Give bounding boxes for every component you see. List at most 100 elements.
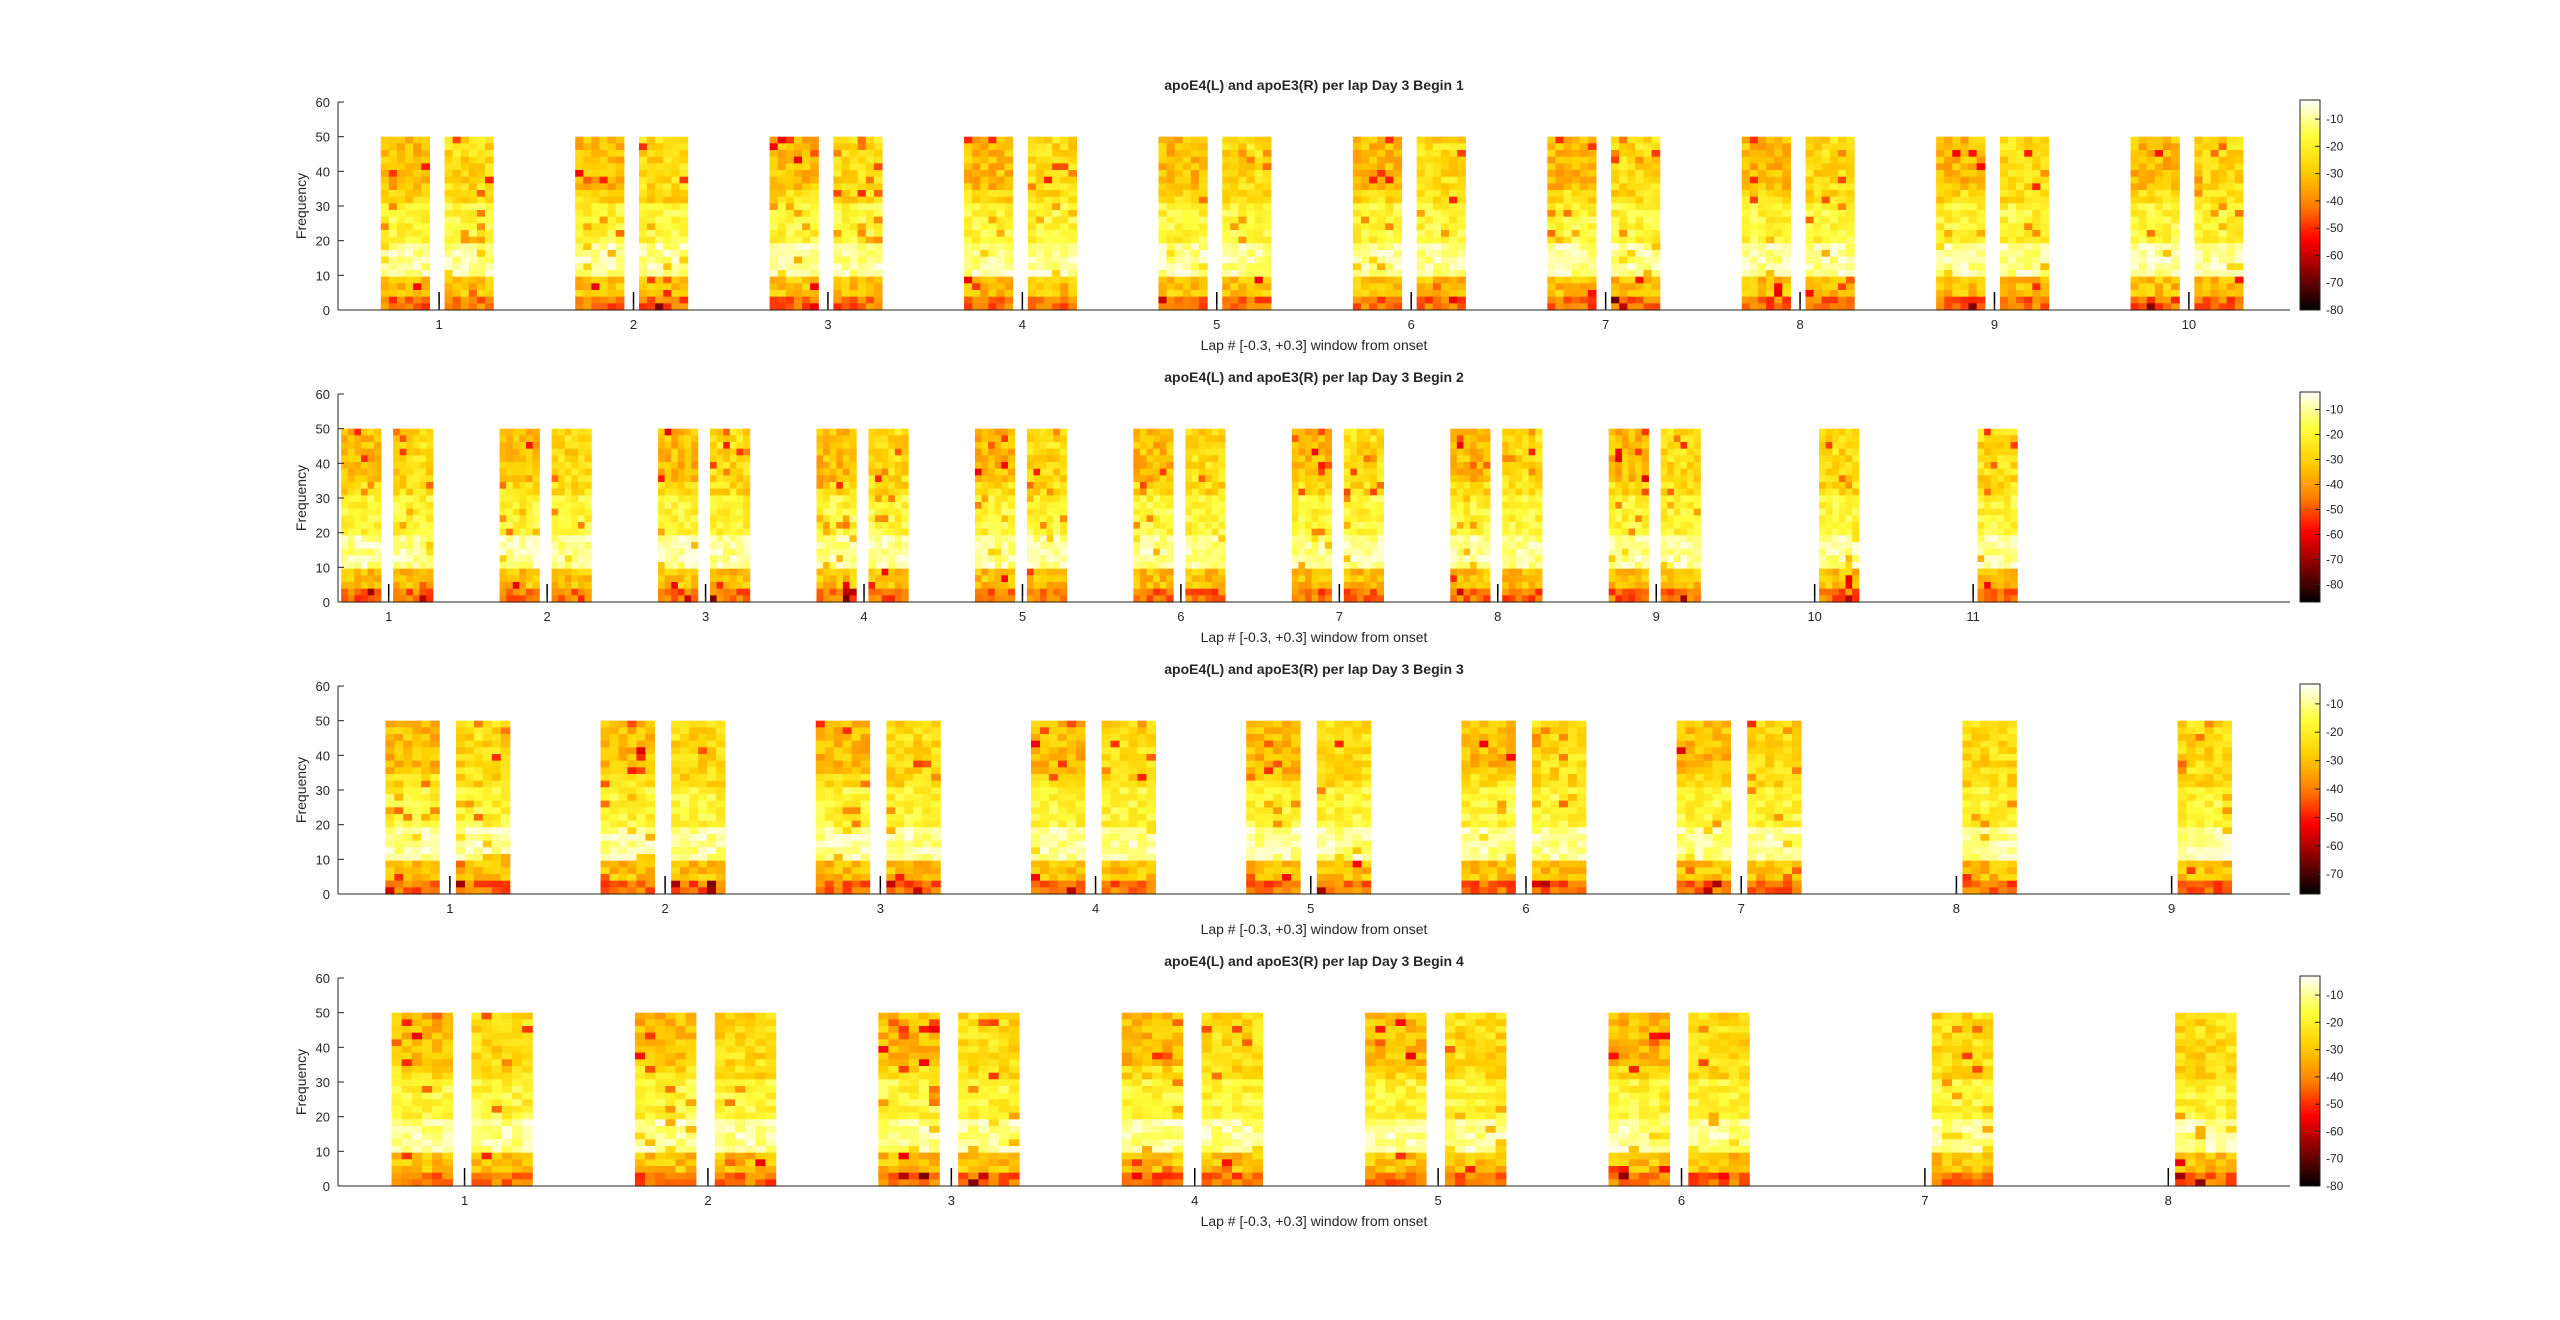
heatmap-cell xyxy=(1060,197,1069,204)
heatmap-cell xyxy=(836,582,843,589)
heatmap-cell xyxy=(778,183,787,190)
heatmap-cell xyxy=(2227,237,2236,244)
heatmap-cell xyxy=(874,283,883,290)
heatmap-cell xyxy=(421,157,430,164)
heatmap-cell xyxy=(1199,455,1206,462)
heatmap-cell xyxy=(1969,203,1978,210)
heatmap-cell xyxy=(794,277,803,284)
heatmap-cell xyxy=(1183,237,1192,244)
heatmap-cell xyxy=(665,435,672,442)
heatmap-cell xyxy=(552,435,559,442)
heatmap-cell xyxy=(665,475,672,482)
heatmap-cell xyxy=(405,297,414,304)
heatmap-cell xyxy=(888,575,895,582)
heatmap-cell xyxy=(1572,217,1581,224)
heatmap-cell xyxy=(426,509,433,516)
heatmap-cell xyxy=(1774,270,1783,277)
heatmap-cell xyxy=(770,150,779,157)
heatmap-cell xyxy=(895,469,902,476)
heatmap-cell xyxy=(405,190,414,197)
heatmap-cell xyxy=(1183,170,1192,177)
heatmap-cell xyxy=(982,482,989,489)
heatmap-cell xyxy=(558,475,565,482)
heatmap-cell xyxy=(600,197,609,204)
heatmap-cell xyxy=(2024,277,2033,284)
heatmap-cell xyxy=(850,290,859,297)
heatmap-cell xyxy=(1742,257,1751,264)
heatmap-cell xyxy=(1166,529,1173,536)
heatmap-cell xyxy=(2227,163,2236,170)
heatmap-cell xyxy=(658,435,665,442)
heatmap-cell xyxy=(500,489,507,496)
heatmap-cell xyxy=(2235,163,2244,170)
heatmap-cell xyxy=(1060,150,1069,157)
heatmap-cell xyxy=(1167,257,1176,264)
heatmap-cell xyxy=(1814,290,1823,297)
heatmap-cell xyxy=(901,589,908,596)
heatmap-cell xyxy=(2211,177,2220,184)
heatmap-cell xyxy=(591,203,600,210)
heatmap-cell xyxy=(2155,137,2164,144)
heatmap-cell xyxy=(770,250,779,257)
heatmap-cell xyxy=(1564,210,1573,217)
heatmap-cell xyxy=(1158,177,1167,184)
heatmap-cell xyxy=(2000,250,2009,257)
apoE4-block xyxy=(1353,137,1402,311)
heatmap-cell xyxy=(1433,197,1442,204)
heatmap-cell xyxy=(888,435,895,442)
heatmap-cell xyxy=(575,237,584,244)
heatmap-cell xyxy=(833,210,842,217)
heatmap-cell xyxy=(972,183,981,190)
heatmap-cell xyxy=(1192,449,1199,456)
heatmap-cell xyxy=(655,277,664,284)
heatmap-cell xyxy=(1742,263,1751,270)
heatmap-cell xyxy=(1238,157,1247,164)
heatmap-cell xyxy=(1052,177,1061,184)
heatmap-cell xyxy=(841,277,850,284)
heatmap-cell xyxy=(1001,502,1008,509)
heatmap-cell xyxy=(901,535,908,542)
heatmap-cell xyxy=(575,283,584,290)
heatmap-cell xyxy=(519,429,526,436)
heatmap-cell xyxy=(980,143,989,150)
heatmap-cell xyxy=(901,442,908,449)
heatmap-cell xyxy=(1060,217,1069,224)
heatmap-cell xyxy=(1369,163,1378,170)
heatmap-cell xyxy=(1053,515,1060,522)
heatmap-cell xyxy=(1635,263,1644,270)
heatmap-cell xyxy=(485,137,494,144)
heatmap-cell xyxy=(2000,257,2009,264)
heatmap-cell xyxy=(836,462,843,469)
heatmap-cell xyxy=(1028,163,1037,170)
heatmap-cell xyxy=(684,455,691,462)
heatmap-cell xyxy=(526,529,533,536)
heatmap-cell xyxy=(802,150,811,157)
heatmap-cell xyxy=(988,203,997,210)
heatmap-cell xyxy=(421,170,430,177)
heatmap-cell xyxy=(794,157,803,164)
heatmap-cell xyxy=(1133,575,1140,582)
heatmap-cell xyxy=(665,495,672,502)
heatmap-cell xyxy=(1191,137,1200,144)
heatmap-cell xyxy=(786,290,795,297)
heatmap-cell xyxy=(1027,582,1034,589)
heatmap-cell xyxy=(786,270,795,277)
heatmap-cell xyxy=(1433,170,1442,177)
heatmap-cell xyxy=(1369,257,1378,264)
heatmap-cell xyxy=(477,203,486,210)
heatmap-cell xyxy=(1652,190,1661,197)
heatmap-cell xyxy=(1643,297,1652,304)
heatmap-cell xyxy=(1191,177,1200,184)
heatmap-cell xyxy=(1044,143,1053,150)
heatmap-cell xyxy=(1158,257,1167,264)
heatmap-cell xyxy=(1588,223,1597,230)
heatmap-cell xyxy=(2024,157,2033,164)
heatmap-cell xyxy=(988,562,995,569)
heatmap-cell xyxy=(1588,163,1597,170)
heatmap-cell xyxy=(1635,217,1644,224)
heatmap-cell xyxy=(1806,263,1815,270)
heatmap-cell xyxy=(513,555,520,562)
heatmap-cell xyxy=(1230,163,1239,170)
heatmap-cell xyxy=(1774,277,1783,284)
heatmap-cell xyxy=(1166,462,1173,469)
